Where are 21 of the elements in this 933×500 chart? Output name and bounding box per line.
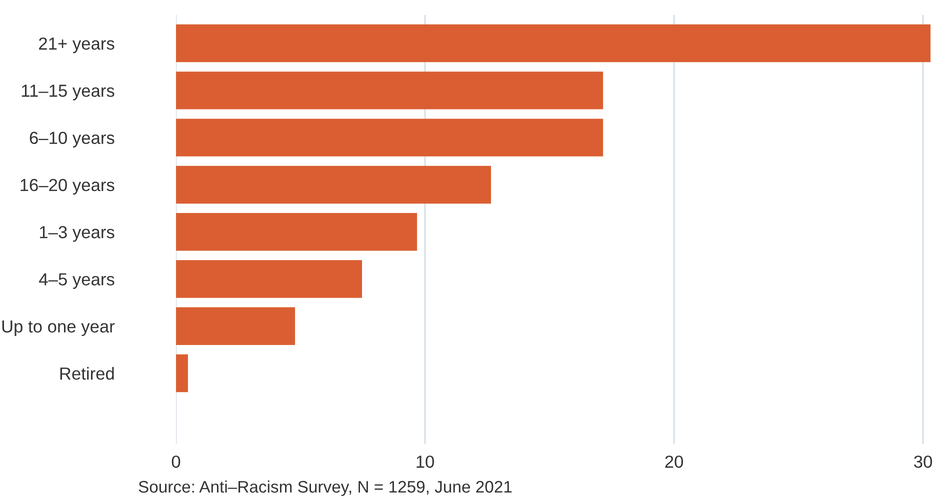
- x-tick-label: 0: [172, 456, 180, 468]
- y-tick-label: 6–10 years: [30, 132, 114, 148]
- bar: [176, 166, 491, 204]
- y-tick-label: Up to one year: [2, 320, 115, 336]
- source-note: Source: Anti–Racism Survey, N = 1259, June 2021: [138, 480, 512, 496]
- y-tick-label: 11–15 years: [22, 84, 114, 100]
- bar: [176, 260, 362, 298]
- bar: [176, 307, 296, 345]
- x-tick-label: 20: [665, 456, 684, 468]
- bar: [176, 24, 931, 62]
- x-tick-label: 10: [416, 456, 434, 468]
- y-tick-label: Retired: [60, 366, 114, 380]
- y-tick-label: 16–20 years: [20, 178, 114, 195]
- bar: [176, 354, 188, 392]
- bar: [176, 72, 604, 110]
- bar: [176, 118, 604, 156]
- y-tick-label: 4–5 years: [39, 273, 114, 289]
- y-tick-label: 21+ years: [39, 37, 114, 54]
- x-tick-label: 30: [914, 456, 932, 468]
- bar: [176, 213, 418, 251]
- y-tick-label: 1–3 years: [40, 226, 114, 242]
